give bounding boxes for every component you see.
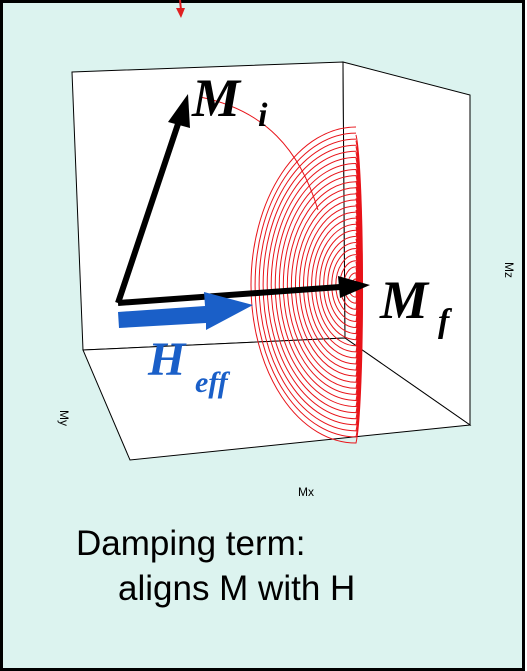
mi-label: M: [191, 68, 242, 128]
mi-subscript: i: [258, 97, 268, 134]
caption-line: Damping term:: [76, 524, 306, 563]
mf-label: M: [379, 270, 430, 330]
caption-line: aligns M with H: [118, 569, 355, 608]
h-subscript: eff: [195, 366, 231, 399]
z-axis-label: Mz: [502, 262, 516, 278]
y-axis-label: My: [57, 410, 71, 426]
h-label: H: [147, 333, 187, 386]
x-axis-label: Mx: [298, 485, 314, 499]
diagram: M i M f H eff Mz My Mx Damping term: ali…: [0, 0, 527, 671]
page: M i M f H eff Mz My Mx Damping term: ali…: [0, 0, 527, 671]
